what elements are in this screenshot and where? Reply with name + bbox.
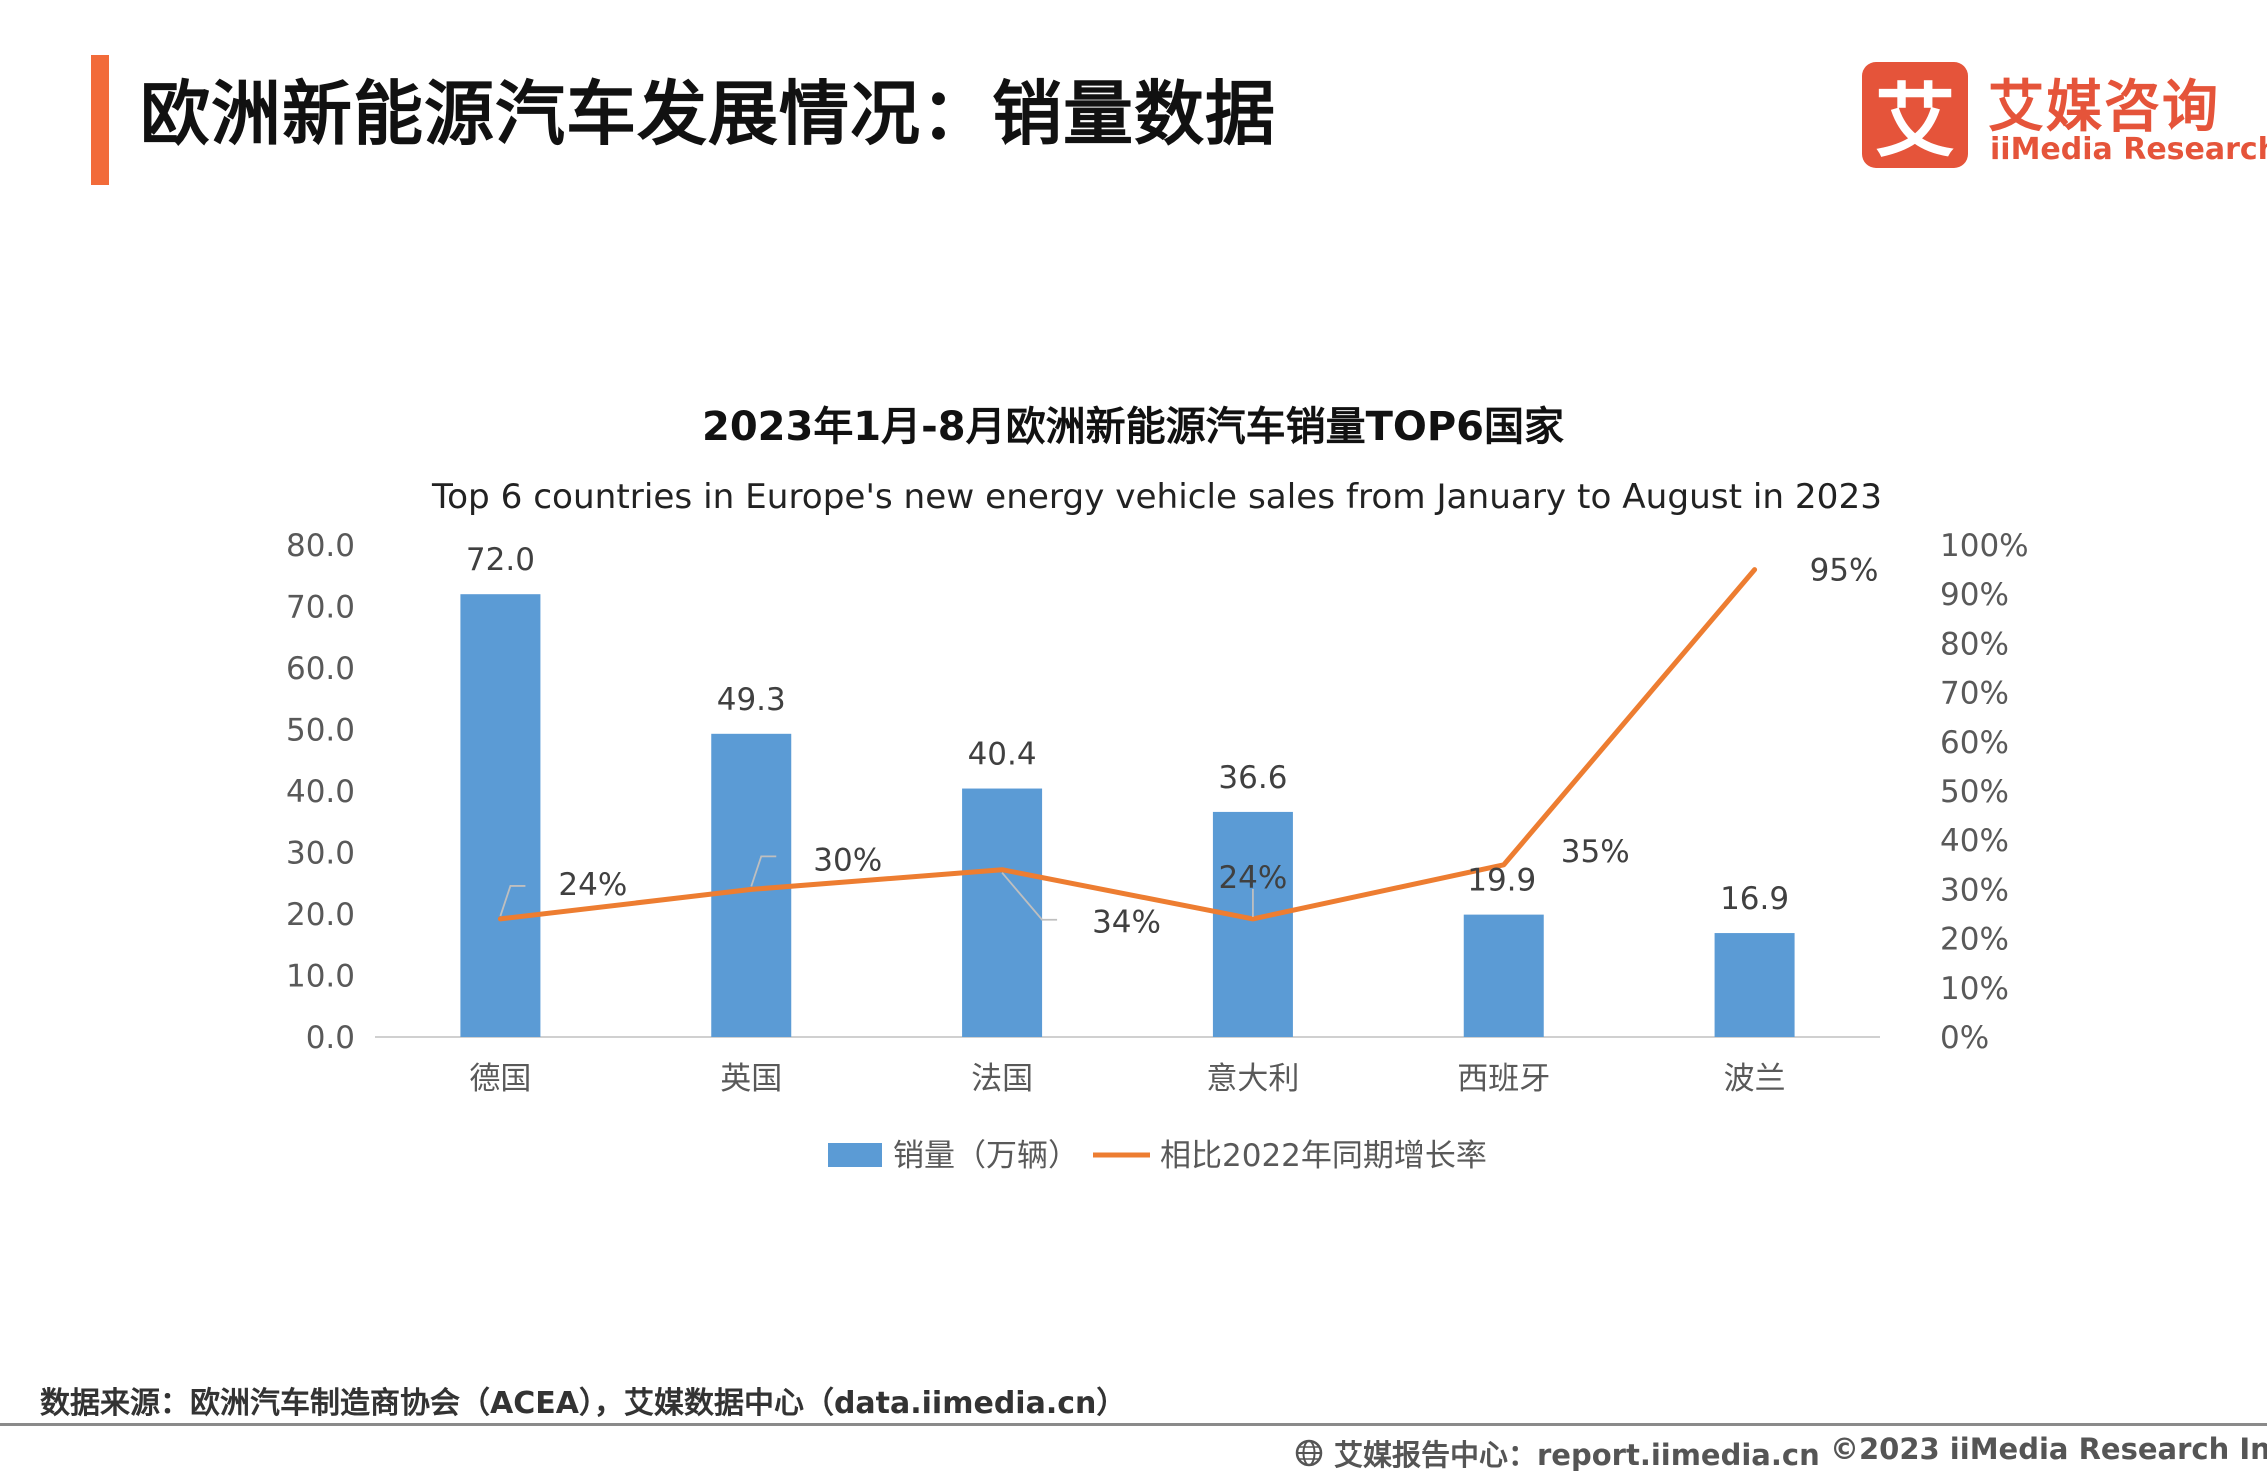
label-leader-line: [499, 885, 526, 917]
bar-value-label: 72.0: [466, 542, 535, 578]
x-axis-category-label: 德国: [469, 1061, 531, 1097]
x-axis-category-label: 西班牙: [1457, 1061, 1550, 1097]
title-accent-bar: [91, 55, 109, 185]
y2-axis-tick-label: 100%: [1940, 528, 2029, 564]
y-axis-tick-label: 10.0: [286, 959, 355, 995]
y-axis-tick-label: 40.0: [286, 774, 355, 810]
label-leader-line: [750, 855, 777, 887]
y-axis-tick-label: 50.0: [286, 713, 355, 749]
bar-value-label: 49.3: [717, 682, 786, 718]
line-value-label: 24%: [1218, 860, 1287, 896]
y2-axis-tick-label: 70%: [1940, 676, 2009, 712]
report-site-text: 艾媒报告中心：report.iimedia.cn: [1334, 1438, 1820, 1472]
y2-axis-tick-label: 50%: [1940, 774, 2009, 810]
legend-line-label: 相比2022年同期增长率: [1160, 1138, 1487, 1174]
bar-value-label: 40.4: [968, 737, 1037, 773]
y2-axis-tick-label: 20%: [1940, 922, 2009, 958]
globe-icon: [1295, 1439, 1323, 1467]
page-title: 欧洲新能源汽车发展情况：销量数据: [140, 73, 1276, 155]
y2-axis-tick-label: 0%: [1940, 1020, 1989, 1056]
x-axis-category-label: 英国: [720, 1061, 782, 1097]
line-value-label: 34%: [1092, 905, 1161, 941]
legend-bar-swatch: [828, 1143, 882, 1167]
label-leader-line: [1001, 872, 1058, 921]
chart-subtitle: Top 6 countries in Europe's new energy v…: [431, 477, 1882, 517]
logo-mark: 艾: [1862, 62, 1968, 168]
chart-title: 2023年1月-8月欧洲新能源汽车销量TOP6国家: [702, 404, 1564, 450]
chart-plot-area: 0.0 10.0 20.0 30.0 40.0 50.0 60.0 70.0 80.0 0% 10%…: [286, 528, 2029, 1174]
sales-chart: 2023年1月-8月欧洲新能源汽车销量TOP6国家 Top 6 countrie…: [286, 404, 2029, 1174]
y-axis-tick-label: 60.0: [286, 651, 355, 687]
bar: [1463, 914, 1544, 1037]
y2-axis-tick-label: 40%: [1940, 823, 2009, 859]
bar: [1714, 933, 1795, 1037]
bar: [1212, 811, 1293, 1037]
growth-line: [497, 567, 1758, 922]
bar-value-label: 36.6: [1218, 760, 1287, 796]
bar: [460, 594, 541, 1037]
data-source-note: 数据来源：欧洲汽车制造商协会（ACEA），艾媒数据中心（data.iimedia…: [40, 1386, 1127, 1421]
y2-axis-tick-label: 80%: [1940, 626, 2009, 662]
line-value-label: 95%: [1810, 553, 1879, 589]
iimedia-logo: 艾 艾媒咨询 iiMedia Research: [1862, 62, 2267, 172]
y-axis-tick-label: 20.0: [286, 897, 355, 933]
logo-name-en: iiMedia Research: [1990, 132, 2267, 167]
x-axis-category-label: 法国: [971, 1061, 1033, 1097]
y2-axis-tick-label: 10%: [1940, 971, 2009, 1007]
x-axis-category-label: 波兰: [1724, 1061, 1786, 1097]
copyright-text: ©2023 iiMedia Research Inc: [1830, 1432, 2267, 1466]
y2-axis-tick-label: 30%: [1940, 872, 2009, 908]
y-axis-tick-label: 0.0: [306, 1020, 355, 1056]
line-value-label: 30%: [813, 842, 882, 878]
y2-axis-tick-label: 60%: [1940, 725, 2009, 761]
x-axis-category-label: 意大利: [1206, 1061, 1299, 1097]
logo-name-cn: 艾媒咨询: [1988, 75, 2220, 140]
y-axis-tick-label: 30.0: [286, 836, 355, 872]
line-value-label: 35%: [1561, 834, 1630, 870]
y-axis-tick-label: 70.0: [286, 590, 355, 626]
bar: [962, 788, 1043, 1037]
bar-value-label: 16.9: [1720, 881, 1789, 917]
footer-report-site: 艾媒报告中心：report.iimedia.cn: [1294, 1432, 1820, 1474]
y-axis-tick-label: 80.0: [286, 528, 355, 564]
line-value-label: 24%: [558, 867, 627, 903]
y2-axis-tick-label: 90%: [1940, 577, 2009, 613]
bar-value-label: 19.9: [1467, 863, 1536, 899]
footer-divider: [0, 1423, 2267, 1426]
legend-bar-label: 销量（万辆）: [893, 1138, 1079, 1174]
